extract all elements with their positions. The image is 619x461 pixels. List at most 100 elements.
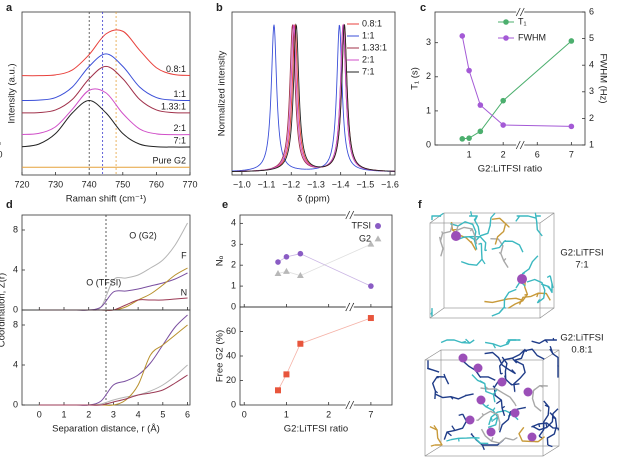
series-label: 7:1 <box>173 135 186 145</box>
x-tick-label: 5 <box>160 409 165 419</box>
x-tick-label: 3 <box>111 409 116 419</box>
x-tick-label: 2 <box>326 409 331 419</box>
molecule <box>431 215 442 221</box>
axes-frame <box>21 11 191 176</box>
x-tick-label: −1.0 <box>233 179 251 189</box>
x-tick-label: 770 <box>182 179 197 189</box>
axis-break <box>345 210 351 220</box>
molecule-bond <box>514 403 517 407</box>
x-tick-label: 730 <box>48 179 63 189</box>
y2-tick-label: 4 <box>589 60 594 70</box>
molecule-bond <box>512 436 518 441</box>
series-label: O (G2) <box>129 230 157 240</box>
molecule <box>474 217 492 250</box>
molecule <box>456 235 487 251</box>
marker <box>274 269 282 276</box>
x-tick-label: −1.4 <box>332 179 350 189</box>
series-label: 0.8:1 <box>166 64 186 74</box>
molecule-bond <box>496 399 502 405</box>
marker <box>477 102 484 108</box>
molecule <box>480 387 516 405</box>
x-tick-label: 7 <box>569 149 574 159</box>
molecule <box>531 339 557 344</box>
box-edge <box>429 222 541 319</box>
molecule <box>531 422 559 429</box>
series-line <box>277 253 372 287</box>
x-tick-label: 4 <box>136 409 141 419</box>
molecule <box>518 292 551 305</box>
molecule <box>429 425 443 446</box>
molecule <box>540 275 553 294</box>
x-tick-label: 0 <box>0 149 3 159</box>
molecule <box>450 437 489 445</box>
y-tick-label: 3 <box>426 37 431 47</box>
y-tick-label: 4 <box>13 359 18 369</box>
box-edge <box>440 349 560 447</box>
simulation-box <box>429 212 555 319</box>
molecule <box>513 360 526 392</box>
box-edge <box>542 445 560 457</box>
molecule <box>538 400 550 437</box>
box-edge <box>424 349 442 361</box>
molecule <box>531 385 548 412</box>
molecule <box>499 348 526 375</box>
marker <box>283 267 290 274</box>
legend-label: 7:1 <box>362 66 375 76</box>
marker <box>368 283 374 289</box>
x-tick-label: 1 <box>61 409 66 419</box>
axis-break-gap <box>516 9 525 15</box>
marker <box>466 135 472 141</box>
x-tick-label: 720 <box>14 179 29 189</box>
legend-swatch <box>375 223 381 229</box>
lithium-ion <box>473 363 483 373</box>
box-edge <box>424 359 544 457</box>
panel-label: e <box>222 199 228 211</box>
lithium-ion <box>523 387 533 397</box>
series-line <box>21 53 191 101</box>
molecule <box>435 393 474 400</box>
molecule-bond <box>470 211 473 217</box>
y-axis-label: Coordination, Z(r) <box>0 273 8 347</box>
molecule <box>491 240 524 253</box>
series-label: O (TFSI) <box>86 277 121 287</box>
y-axis-label: Normalized intensity <box>217 50 228 136</box>
axis-break <box>515 140 521 150</box>
molecule <box>513 348 545 362</box>
legend-swatch <box>503 35 509 41</box>
y2-tick-label: 1 <box>589 139 594 149</box>
molecule-bond <box>481 444 485 451</box>
axis-break <box>345 400 351 410</box>
y-tick-label: 8 <box>13 319 18 329</box>
molecule <box>432 376 450 400</box>
axis-break-gap <box>345 304 354 310</box>
molecule <box>501 356 520 386</box>
series-label: N <box>181 287 188 297</box>
x-tick-label: 740 <box>82 179 97 189</box>
molecule <box>450 221 477 240</box>
legend-label: TFSI <box>352 220 372 230</box>
series-line <box>21 99 191 148</box>
molecule <box>549 345 559 378</box>
box-edge <box>539 212 555 224</box>
x-tick-label: −1.3 <box>307 179 325 189</box>
molecule <box>531 408 559 431</box>
x-tick-label: 6 <box>185 409 190 419</box>
x-tick-label: −1.1 <box>258 179 276 189</box>
molecule-bond <box>469 236 475 241</box>
y-axis-label: Intensity (a.u.) <box>7 63 18 123</box>
molecule <box>498 406 526 433</box>
series-label: Pure G2 <box>152 156 186 166</box>
molecule <box>491 288 517 317</box>
molecule-bond <box>490 212 496 219</box>
lithium-ion <box>497 377 507 387</box>
series-line <box>39 374 188 406</box>
lithium-ion <box>486 427 496 437</box>
molecule-bond <box>458 413 463 416</box>
x-tick-label: 0 <box>37 409 42 419</box>
lithium-ion <box>465 415 475 425</box>
lithium-ion <box>527 432 537 442</box>
molecule-bond <box>505 223 510 228</box>
x-tick-label: −1.5 <box>356 179 374 189</box>
y-tick-label: 20 <box>226 375 236 385</box>
